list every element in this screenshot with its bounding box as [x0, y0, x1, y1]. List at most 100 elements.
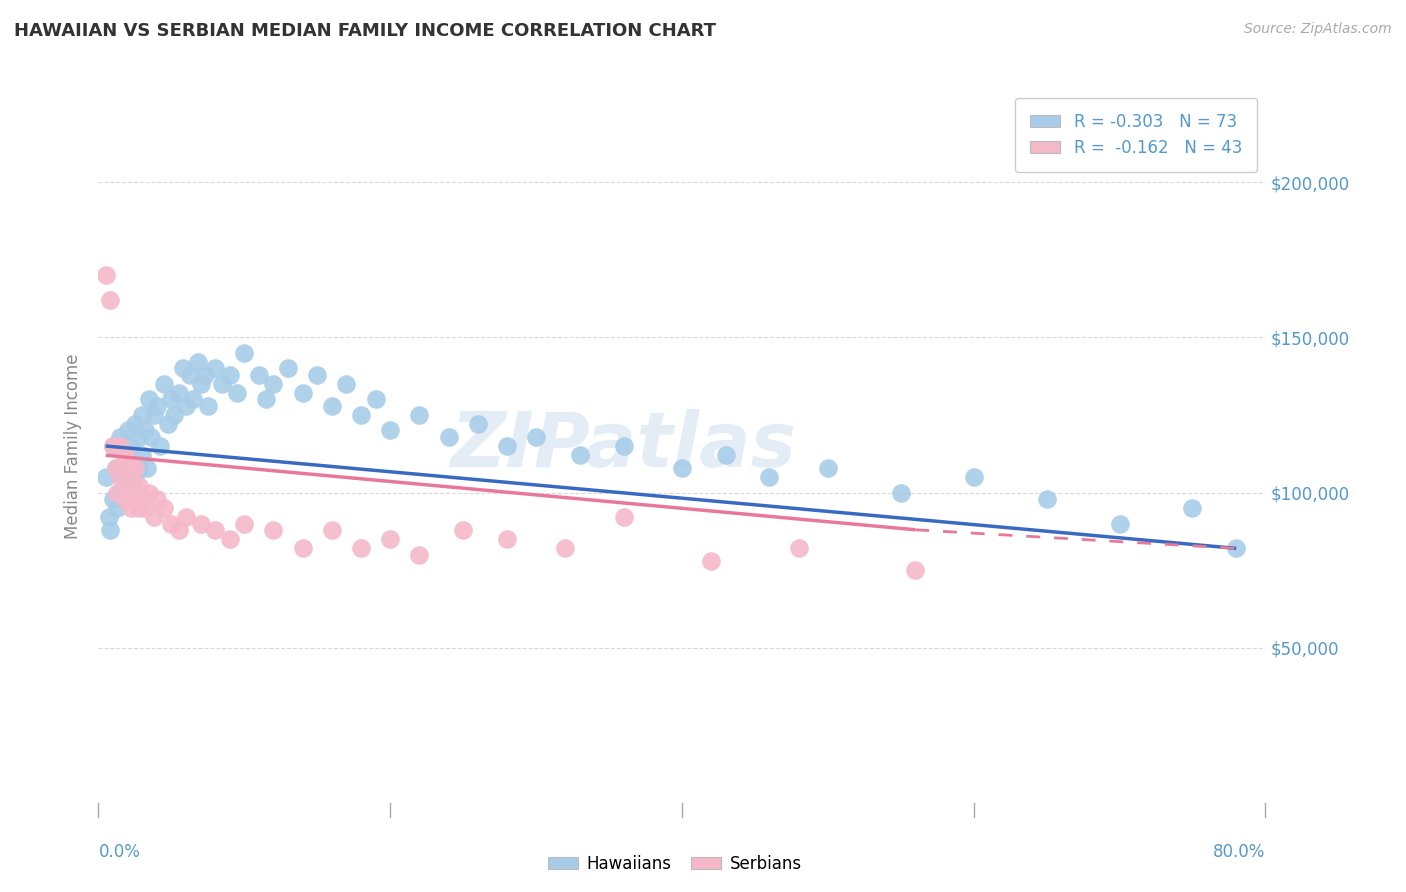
- Point: [437, 430, 460, 444]
- Point: [495, 439, 517, 453]
- Point: [101, 439, 124, 453]
- Point: [254, 392, 277, 407]
- Point: [321, 523, 343, 537]
- Point: [408, 548, 430, 562]
- Text: ZIPatlas: ZIPatlas: [450, 409, 797, 483]
- Point: [120, 439, 142, 453]
- Point: [138, 392, 160, 407]
- Point: [110, 430, 132, 444]
- Point: [101, 491, 124, 506]
- Point: [262, 376, 284, 391]
- Point: [174, 399, 197, 413]
- Point: [211, 376, 233, 391]
- Point: [131, 491, 153, 506]
- Legend: R = -0.303   N = 73, R =  -0.162   N = 43: R = -0.303 N = 73, R = -0.162 N = 43: [1015, 97, 1257, 172]
- Point: [135, 460, 157, 475]
- Point: [194, 368, 217, 382]
- Point: [197, 399, 219, 413]
- Point: [787, 541, 810, 556]
- Point: [134, 501, 156, 516]
- Point: [138, 485, 160, 500]
- Point: [350, 541, 373, 556]
- Point: [117, 485, 139, 500]
- Point: [167, 386, 190, 401]
- Point: [101, 439, 124, 453]
- Point: [524, 430, 547, 444]
- Point: [160, 516, 183, 531]
- Point: [554, 541, 576, 556]
- Point: [335, 376, 357, 391]
- Point: [104, 460, 127, 475]
- Point: [160, 392, 183, 407]
- Point: [1035, 491, 1057, 506]
- Text: Source: ZipAtlas.com: Source: ZipAtlas.com: [1244, 22, 1392, 37]
- Point: [153, 501, 176, 516]
- Point: [131, 448, 153, 462]
- Point: [226, 386, 249, 401]
- Point: [153, 376, 176, 391]
- Point: [128, 479, 150, 493]
- Point: [451, 523, 474, 537]
- Point: [233, 516, 256, 531]
- Text: HAWAIIAN VS SERBIAN MEDIAN FAMILY INCOME CORRELATION CHART: HAWAIIAN VS SERBIAN MEDIAN FAMILY INCOME…: [14, 22, 716, 40]
- Point: [187, 355, 209, 369]
- Point: [157, 417, 180, 432]
- Text: 80.0%: 80.0%: [1213, 843, 1265, 861]
- Point: [146, 491, 169, 506]
- Point: [124, 485, 146, 500]
- Point: [131, 408, 153, 422]
- Point: [110, 470, 132, 484]
- Point: [128, 430, 150, 444]
- Point: [218, 368, 240, 382]
- Point: [120, 485, 142, 500]
- Point: [700, 554, 723, 568]
- Point: [714, 448, 737, 462]
- Point: [204, 361, 226, 376]
- Point: [671, 460, 693, 475]
- Point: [204, 523, 226, 537]
- Point: [378, 532, 402, 546]
- Point: [163, 408, 186, 422]
- Point: [120, 470, 142, 484]
- Point: [218, 532, 240, 546]
- Point: [190, 516, 212, 531]
- Point: [277, 361, 299, 376]
- Point: [124, 470, 146, 484]
- Point: [467, 417, 489, 432]
- Point: [142, 510, 165, 524]
- Point: [408, 408, 430, 422]
- Point: [117, 460, 139, 475]
- Point: [962, 470, 984, 484]
- Point: [94, 268, 117, 283]
- Point: [612, 510, 634, 524]
- Point: [128, 501, 150, 516]
- Point: [378, 424, 402, 438]
- Point: [105, 501, 128, 516]
- Point: [97, 510, 120, 524]
- Point: [364, 392, 387, 407]
- Point: [568, 448, 591, 462]
- Point: [114, 470, 136, 484]
- Point: [98, 523, 121, 537]
- Point: [146, 399, 169, 413]
- Point: [98, 293, 121, 308]
- Legend: Hawaiians, Serbians: Hawaiians, Serbians: [541, 848, 808, 880]
- Point: [1108, 516, 1130, 531]
- Point: [172, 361, 194, 376]
- Point: [291, 386, 314, 401]
- Point: [612, 439, 634, 453]
- Point: [190, 376, 212, 391]
- Point: [142, 408, 165, 422]
- Point: [247, 368, 270, 382]
- Point: [124, 417, 146, 432]
- Point: [104, 460, 127, 475]
- Point: [94, 470, 117, 484]
- Point: [134, 424, 156, 438]
- Point: [233, 346, 256, 360]
- Point: [1181, 501, 1204, 516]
- Point: [124, 460, 146, 475]
- Point: [179, 368, 201, 382]
- Point: [120, 501, 142, 516]
- Point: [904, 563, 927, 577]
- Point: [114, 448, 136, 462]
